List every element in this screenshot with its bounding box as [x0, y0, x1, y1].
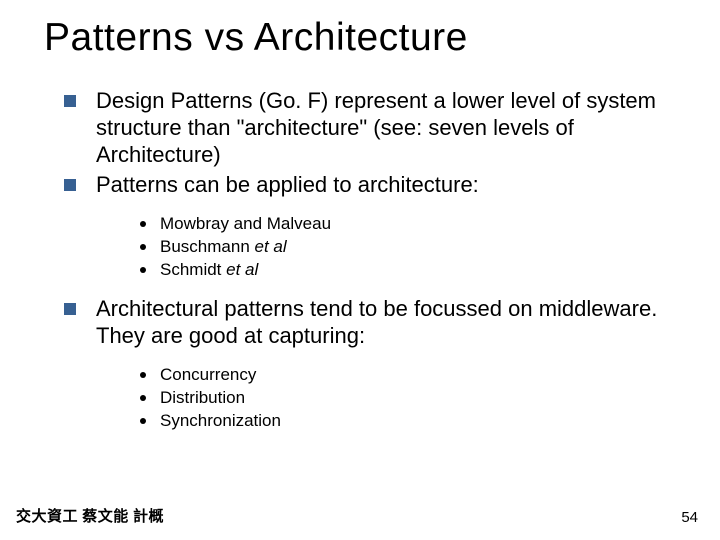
square-bullet-icon — [64, 179, 76, 191]
bullet-level1: Design Patterns (Go. F) represent a lowe… — [64, 88, 680, 168]
round-bullet-icon — [140, 221, 146, 227]
bullet-level2: Distribution — [140, 387, 680, 410]
bullet-text: Buschmann — [160, 237, 255, 256]
round-bullet-icon — [140, 395, 146, 401]
bullet-level2: Concurrency — [140, 364, 680, 387]
slide: Patterns vs Architecture Design Patterns… — [0, 0, 720, 540]
bullet-level2: Synchronization — [140, 410, 680, 433]
bullet-text: Synchronization — [160, 411, 281, 430]
bullet-text: Patterns can be applied to architecture: — [96, 172, 479, 197]
round-bullet-icon — [140, 418, 146, 424]
round-bullet-icon — [140, 267, 146, 273]
bullet-text: Distribution — [160, 388, 245, 407]
round-bullet-icon — [140, 244, 146, 250]
slide-body: Design Patterns (Go. F) represent a lowe… — [0, 60, 720, 447]
bullet-text: Architectural patterns tend to be focuss… — [96, 296, 657, 348]
bullet-level2: Buschmann et al — [140, 236, 680, 259]
bullet-level1: Patterns can be applied to architecture: — [64, 172, 680, 199]
sub-bullet-group: Concurrency Distribution Synchronization — [64, 354, 680, 447]
bullet-level1: Architectural patterns tend to be focuss… — [64, 296, 680, 350]
bullet-level2: Schmidt et al — [140, 259, 680, 282]
bullet-text: Design Patterns (Go. F) represent a lowe… — [96, 88, 656, 167]
footer-left-text: 交大資工 蔡文能 計概 — [16, 505, 164, 526]
bullet-text: Mowbray and Malveau — [160, 214, 331, 233]
page-number: 54 — [681, 509, 698, 526]
square-bullet-icon — [64, 303, 76, 315]
square-bullet-icon — [64, 95, 76, 107]
bullet-text-italic: et al — [255, 237, 287, 256]
round-bullet-icon — [140, 372, 146, 378]
bullet-text: Schmidt — [160, 260, 226, 279]
sub-bullet-group: Mowbray and Malveau Buschmann et al Schm… — [64, 203, 680, 296]
bullet-text: Concurrency — [160, 365, 256, 384]
slide-title: Patterns vs Architecture — [0, 0, 720, 60]
bullet-text-italic: et al — [226, 260, 258, 279]
bullet-level2: Mowbray and Malveau — [140, 213, 680, 236]
